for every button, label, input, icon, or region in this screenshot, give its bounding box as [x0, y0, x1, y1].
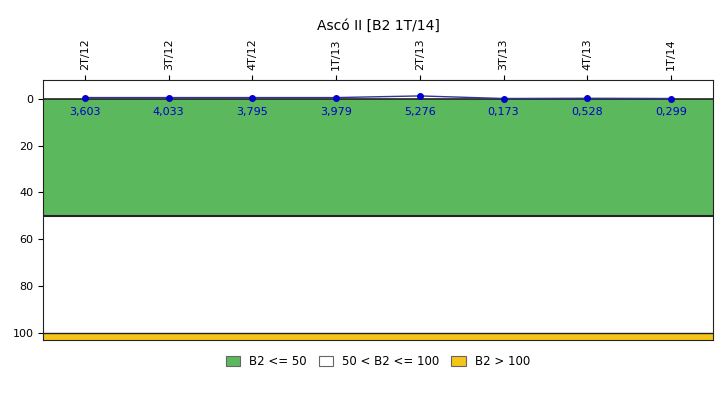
Text: 3,603: 3,603	[69, 107, 101, 117]
Legend: B2 <= 50, 50 < B2 <= 100, B2 > 100: B2 <= 50, 50 < B2 <= 100, B2 > 100	[221, 351, 535, 373]
Text: 0,528: 0,528	[572, 107, 603, 117]
Text: 4,033: 4,033	[153, 107, 184, 117]
Bar	[43, 99, 713, 216]
Text: 3,795: 3,795	[237, 107, 269, 117]
Text: 0,299: 0,299	[655, 107, 687, 117]
Text: 5,276: 5,276	[404, 107, 436, 117]
Bar	[43, 216, 713, 333]
Text: 3,979: 3,979	[320, 107, 352, 117]
Bar	[43, 333, 713, 340]
Text: 0,173: 0,173	[487, 107, 519, 117]
Title: Ascó II [B2 1T/14]: Ascó II [B2 1T/14]	[317, 19, 439, 33]
